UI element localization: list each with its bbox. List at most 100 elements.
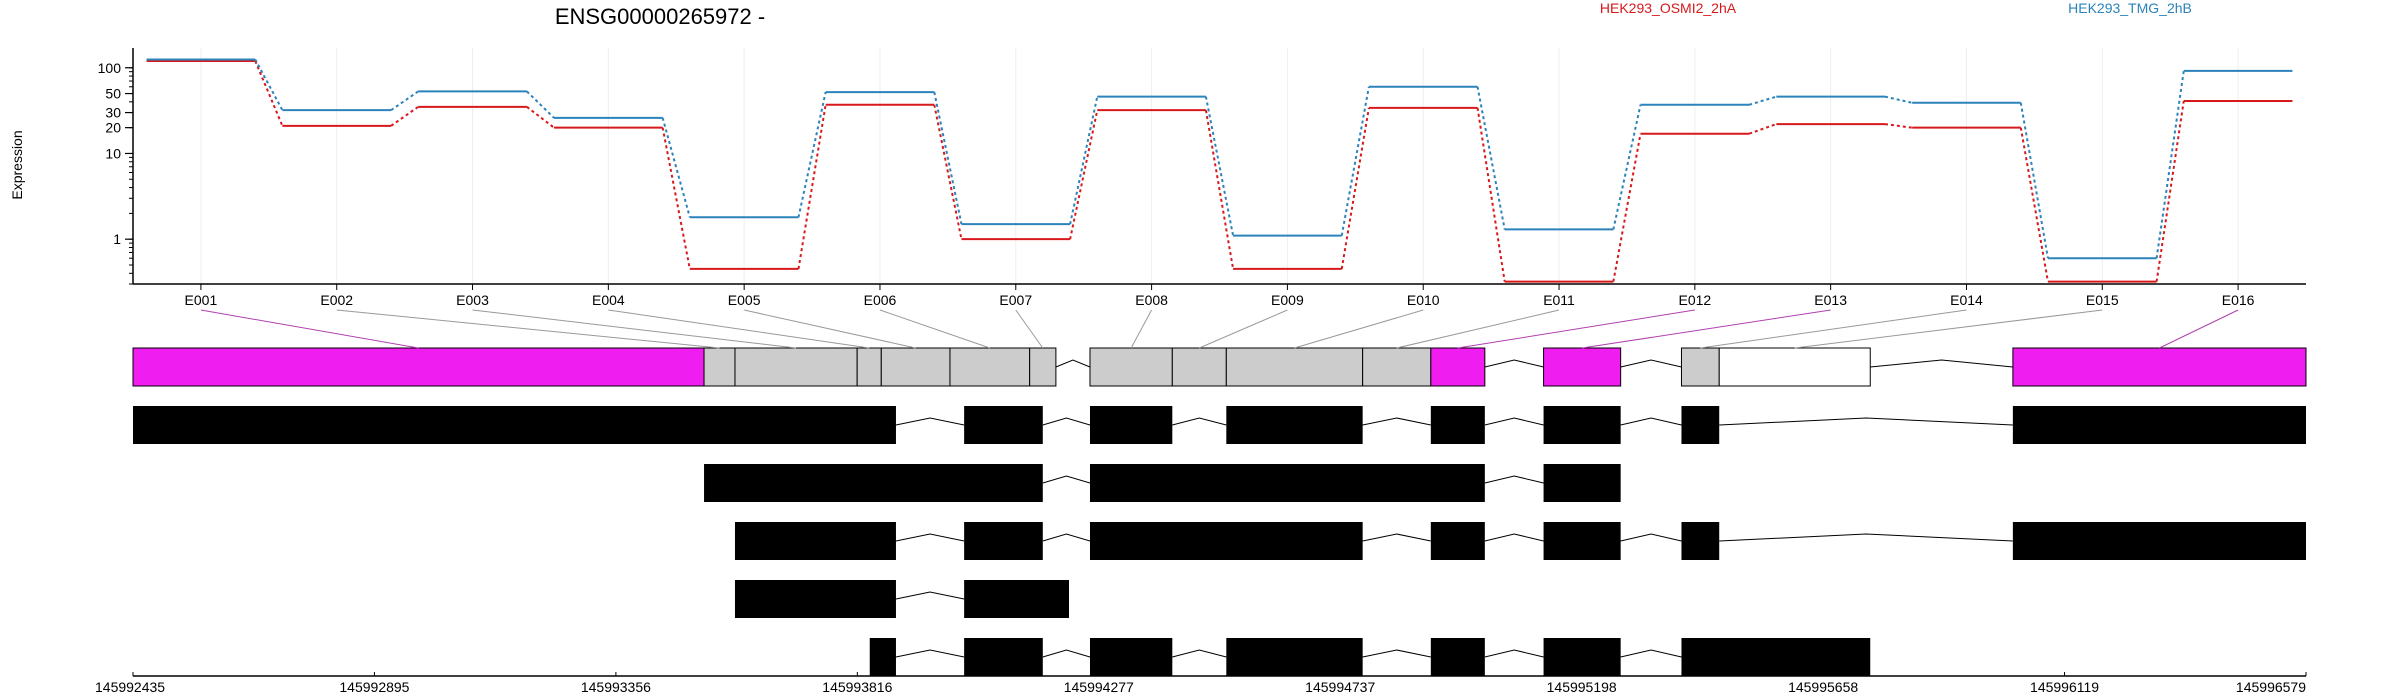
series-connector — [1748, 123, 1777, 135]
series-connector — [2155, 70, 2185, 259]
transcript-exon — [1681, 638, 1871, 676]
transcript-exon — [734, 580, 896, 618]
exon-link-line — [744, 309, 916, 349]
exon-box-e012 — [1430, 347, 1486, 387]
series-connector — [1884, 95, 1913, 104]
exon-link-line — [2159, 309, 2239, 349]
transcript-exon — [1543, 406, 1621, 444]
transcript-exon — [964, 522, 1043, 560]
transcript-intron — [1042, 533, 1091, 542]
exon-link-line — [1294, 309, 1424, 349]
intron-connector — [1620, 359, 1682, 368]
exon-link-line — [1794, 309, 2103, 349]
transcript-exon — [1681, 522, 1720, 560]
transcript-intron — [1484, 649, 1544, 658]
exon-box-e004 — [856, 347, 882, 387]
series-connector — [1612, 133, 1642, 282]
x-tick-label: E001 — [185, 292, 218, 308]
exon-box-e001 — [132, 347, 705, 387]
exon-link-line — [608, 309, 870, 349]
series-connector — [526, 90, 555, 119]
x-tick-label: E012 — [1678, 292, 1711, 308]
exon-box-e010 — [1225, 347, 1364, 387]
transcript-1 — [133, 406, 2306, 444]
gene-model-track — [132, 309, 2307, 387]
transcript-intron — [895, 417, 965, 426]
transcript-intron — [1620, 649, 1682, 658]
series-connector — [1884, 123, 1913, 129]
x-tick-label: E007 — [999, 292, 1032, 308]
y-tick-label: 1 — [113, 231, 121, 247]
transcript-exon — [1681, 406, 1720, 444]
exon-box-e016 — [2012, 347, 2307, 387]
y-tick-label: 30 — [105, 105, 121, 121]
exon-link-line — [336, 309, 720, 349]
transcript-4 — [734, 580, 1070, 618]
coordinate-tick-label: 145994277 — [1064, 679, 1134, 695]
transcript-exon — [1089, 522, 1363, 560]
exon-link-line — [200, 309, 419, 349]
exon-box-e013 — [1543, 347, 1622, 387]
series-connector — [526, 106, 555, 129]
series-connector — [2019, 102, 2049, 259]
transcript-5 — [869, 638, 1871, 676]
exon-box-e003 — [734, 347, 858, 387]
transcript-exon — [1430, 638, 1485, 676]
transcript-intron — [1719, 417, 2013, 426]
transcript-exon — [1089, 406, 1173, 444]
coordinate-tick-label: 145992895 — [339, 679, 409, 695]
transcript-exon — [734, 522, 896, 560]
transcript-intron — [895, 533, 965, 542]
exon-box-e015 — [1718, 347, 1871, 387]
gene-title: ENSG00000265972 - — [555, 4, 765, 29]
series-connector — [2019, 127, 2049, 282]
legend-entry-series-2: HEK293_TMG_2hB — [2068, 0, 2192, 16]
x-tick-label: E015 — [2086, 292, 2119, 308]
exon-box-e006 — [949, 347, 1031, 387]
coordinate-tick-label: 145993356 — [581, 679, 651, 695]
coordinate-tick-label: 145996579 — [2236, 679, 2306, 695]
transcript-exon — [2012, 406, 2306, 444]
transcript-exon — [1543, 464, 1621, 502]
transcript-intron — [1484, 417, 1544, 426]
x-tick-label: E004 — [592, 292, 625, 308]
series-connector — [254, 58, 284, 111]
transcript-exon — [133, 406, 896, 444]
series-2 — [146, 58, 2293, 260]
transcript-exon — [1226, 638, 1363, 676]
series-connector — [390, 90, 419, 111]
transcript-exon — [1089, 464, 1485, 502]
genomic-coordinate-axis: 145992435 145992895 145993356 145993816 1459… — [95, 672, 2307, 695]
exon-link-line — [1700, 309, 1967, 349]
transcript-intron — [1620, 417, 1682, 426]
transcript-intron — [895, 591, 965, 600]
y-tick-label: 100 — [98, 60, 122, 76]
transcript-intron — [1042, 649, 1091, 658]
exon-link-line — [472, 309, 797, 349]
exon-box-e007 — [1029, 347, 1057, 387]
exon-box-e014 — [1680, 347, 1720, 387]
y-tick-label: 20 — [105, 120, 121, 136]
transcript-2 — [704, 464, 1621, 502]
transcript-exon — [704, 464, 1043, 502]
x-tick-label: E011 — [1543, 292, 1575, 308]
x-tick-label: E009 — [1271, 292, 1304, 308]
coordinate-tick-label: 145994737 — [1305, 679, 1375, 695]
transcript-exon — [869, 638, 896, 676]
y-axis-label: Expression — [9, 130, 25, 199]
transcript-exon — [2012, 522, 2306, 560]
exon-link-line — [1396, 309, 1560, 349]
exon-link-line — [1457, 309, 1695, 349]
series-connector — [661, 127, 691, 270]
y-tick-label: 50 — [105, 86, 121, 102]
series-connector — [1340, 107, 1370, 270]
transcript-intron — [1620, 533, 1682, 542]
transcript-intron — [1719, 533, 2013, 542]
exon-link-line — [879, 309, 990, 349]
exon-box-e005 — [880, 347, 951, 387]
transcript-exon — [964, 580, 1070, 618]
transcript-intron — [1484, 475, 1544, 484]
intron-connector — [1055, 359, 1091, 368]
